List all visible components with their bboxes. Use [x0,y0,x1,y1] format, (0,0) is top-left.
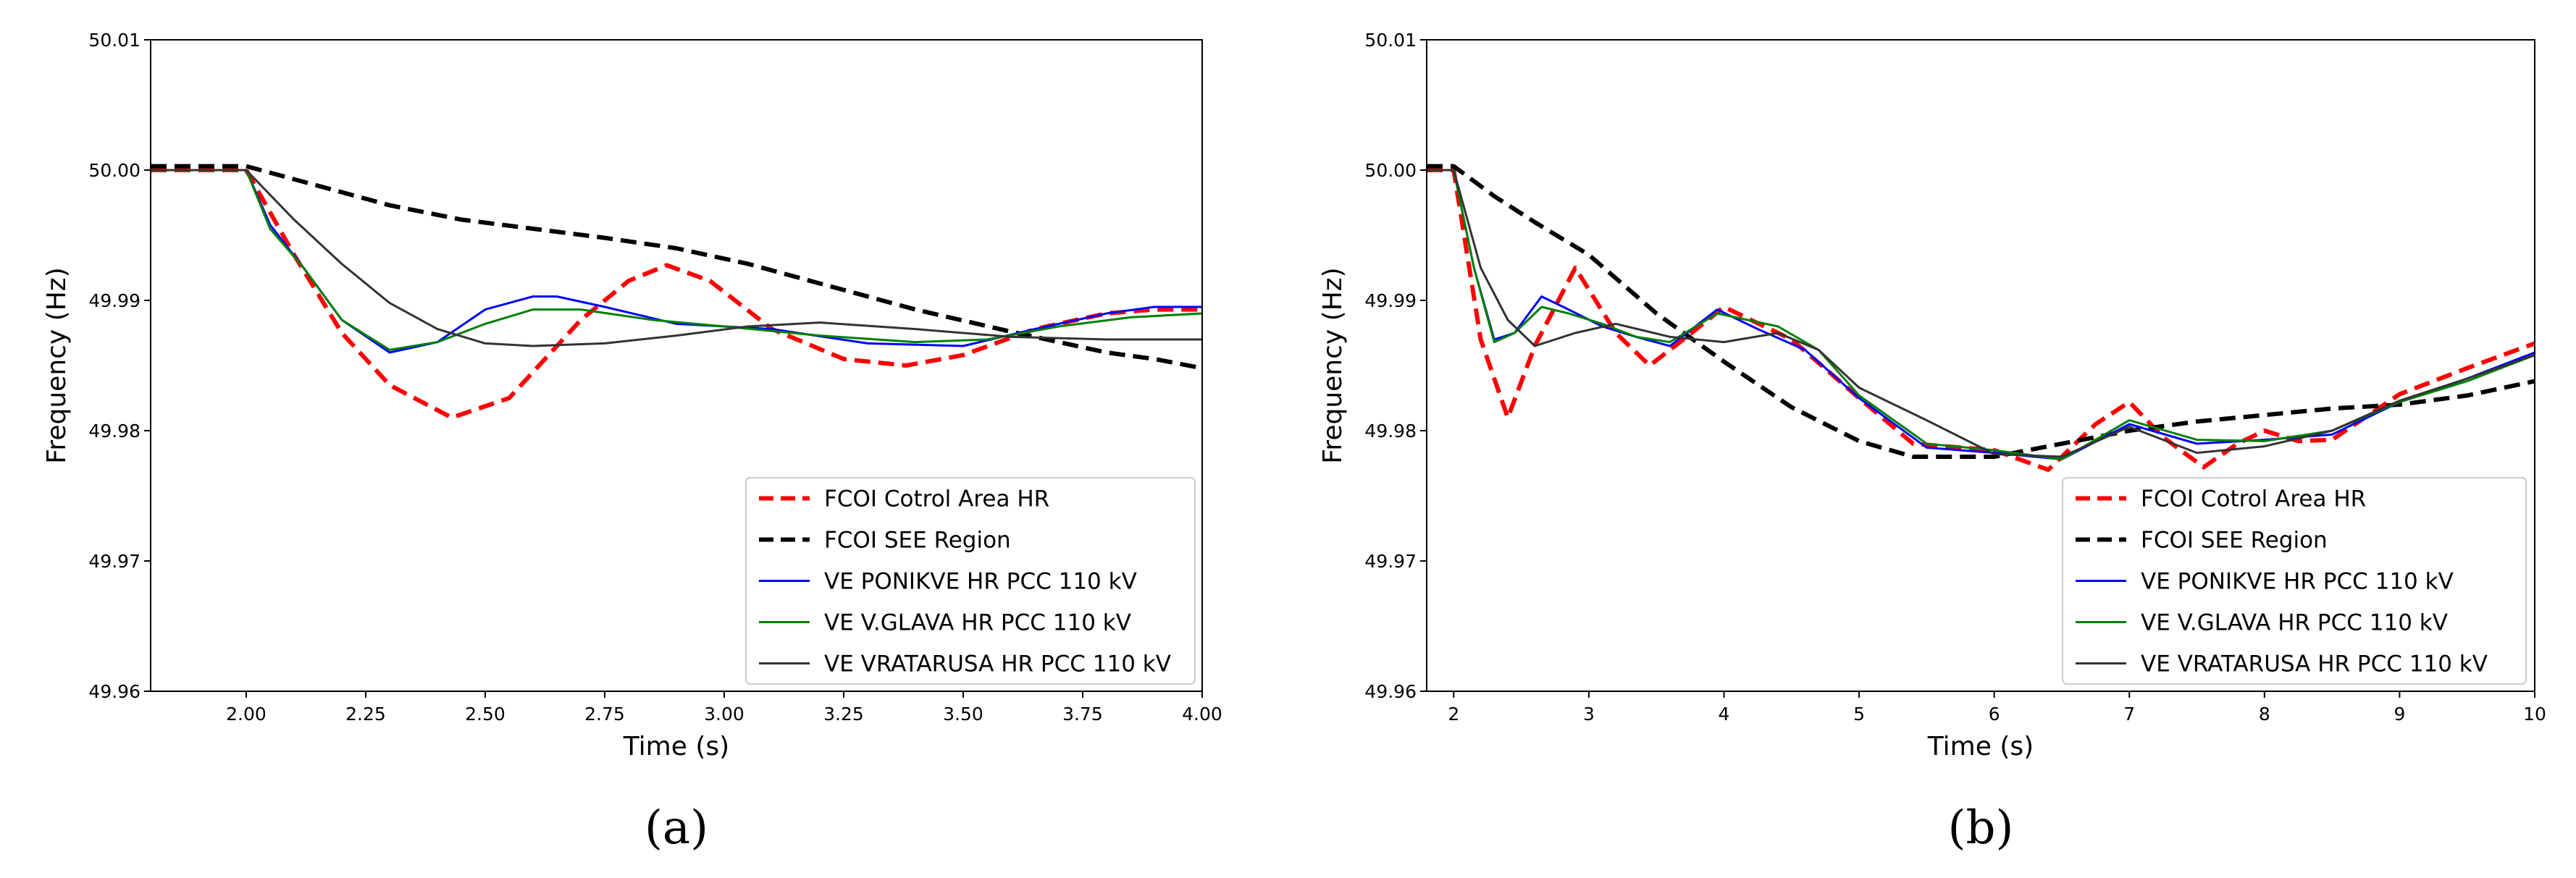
series-line-4 [151,169,1202,347]
y-tick-label: 49.98 [1364,421,1417,442]
chart-a: 49.96 49.97 49.98 49.99 50.00 50.01 2.00 2.25 2.… [42,30,1222,855]
y-tick-label: 50.00 [88,160,140,181]
y-tick-label: 49.97 [1364,551,1417,572]
series-line-1 [1427,164,2535,459]
y-tick-label: 49.96 [1364,681,1417,702]
plot-frame [150,39,1203,692]
legend-entry: VE VRATARUSA HR PCC 110 kV [824,651,1171,678]
y-tick-label: 49.98 [88,421,140,442]
legend: FCOI Cotrol Area HR FCOI SEE Region VE PON… [745,477,1196,685]
y-tick-label: 49.97 [88,551,140,572]
panel-caption: (a) [645,801,708,855]
legend-entry: VE V.GLAVA HR PCC 110 kV [2141,610,2448,636]
x-tick-label: 2 [1448,704,1459,725]
x-tick-label: 3.25 [823,704,864,725]
plot-frame [1426,39,2535,692]
series-line-3 [1427,169,2535,461]
x-axis-label: Time (s) [1927,732,2034,761]
x-tick-label: 6 [1989,704,2000,725]
y-axis-label: Frequency (Hz) [1318,267,1348,463]
x-tick-label: 3.75 [1062,704,1103,725]
x-tick-label: 8 [2259,704,2270,725]
x-tick-label: 3.00 [704,704,744,725]
y-tick-label: 50.01 [88,30,140,51]
panel-caption: (b) [1948,801,2014,855]
legend-entry: FCOI SEE Region [2141,528,2328,554]
legend-box [2062,477,2527,685]
x-tick-label: 2.75 [584,704,625,725]
x-axis-label: Time (s) [623,732,729,761]
series-line-4 [1427,169,2535,458]
legend-entry: VE V.GLAVA HR PCC 110 kV [824,610,1131,636]
x-tick-label: 4.00 [1182,704,1222,725]
series-line-3 [151,169,1202,351]
legend-entry: FCOI SEE Region [824,528,1011,554]
x-tick-label: 7 [2123,704,2135,725]
series-line-1 [151,164,1202,371]
y-tick-label: 50.01 [1364,30,1417,51]
x-tick-label: 3.50 [943,704,983,725]
x-tick-label: 2.25 [345,704,386,725]
y-tick-label: 49.96 [88,681,140,702]
y-tick-label: 49.99 [88,290,140,311]
series-line-0 [151,168,1202,420]
legend: FCOI Cotrol Area HR FCOI SEE Region VE PON… [2062,477,2527,685]
x-tick-label: 10 [2523,704,2546,725]
legend-entry: VE PONIKVE HR PCC 110 kV [824,569,1137,595]
x-tick-label: 3 [1583,704,1595,725]
legend-entry: FCOI Cotrol Area HR [2141,486,2366,512]
x-tick-label: 2.50 [465,704,505,725]
y-axis-label: Frequency (Hz) [42,267,72,463]
legend-box [745,477,1196,685]
y-tick-label: 50.00 [1364,160,1417,181]
legend-entry: VE VRATARUSA HR PCC 110 kV [2141,651,2488,678]
x-tick-label: 2.00 [226,704,267,725]
legend-entry: VE PONIKVE HR PCC 110 kV [2141,569,2454,595]
y-tick-label: 49.99 [1364,290,1417,311]
x-tick-label: 9 [2394,704,2405,725]
chart-b: 49.96 49.97 49.98 49.99 50.00 50.01 2 3 4 5 6 7 8 9 10… [1318,30,2546,855]
x-tick-label: 5 [1853,704,1865,725]
x-tick-label: 4 [1719,704,1730,725]
legend-entry: FCOI Cotrol Area HR [824,486,1049,512]
